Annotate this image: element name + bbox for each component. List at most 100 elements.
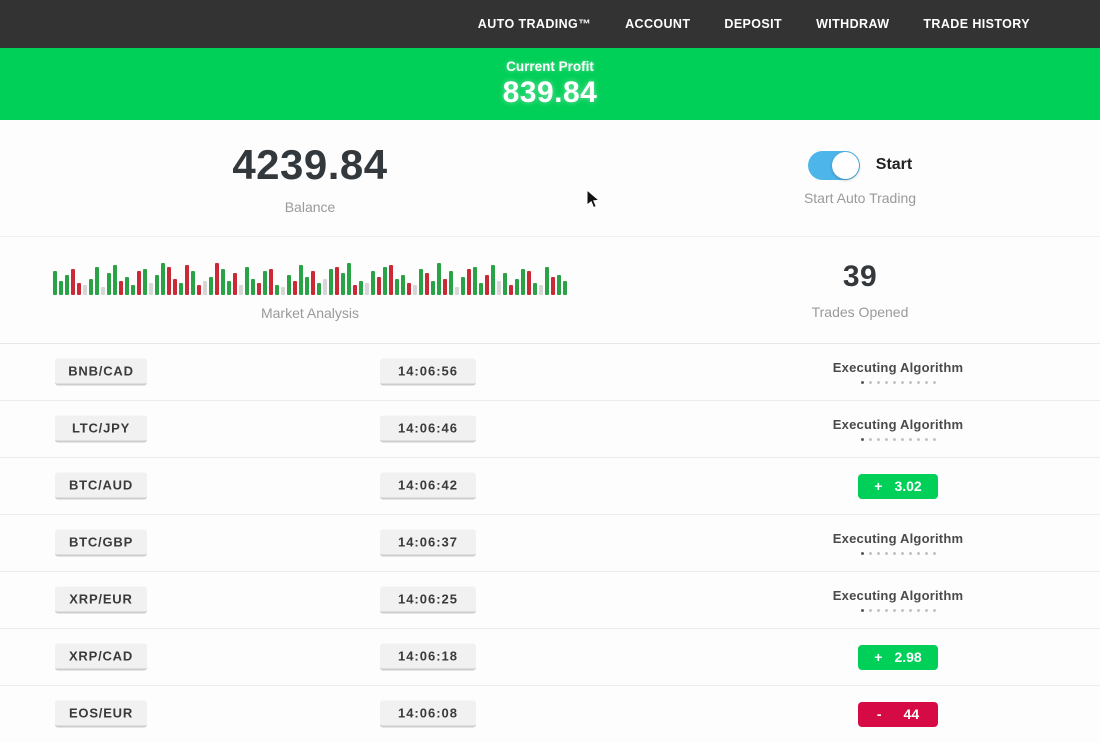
progress-dots [860,609,936,612]
market-bar [137,271,141,295]
progress-dot [900,552,904,555]
trade-status: +2.98 [788,629,1008,685]
market-bar [227,281,231,295]
trade-result-badge: - 44 [858,701,938,727]
market-bar [215,263,219,295]
trade-result-badge: +2.98 [858,644,938,670]
auto-trading-toggle-label: Start [875,156,913,173]
progress-dot [892,609,896,612]
market-bar [371,271,375,295]
market-bar [503,273,507,295]
market-analysis-chart [53,259,567,295]
trade-pair-badge: EOS/EUR [55,700,147,728]
progress-dot [868,552,872,555]
trade-status-executing: Executing Algorithm [833,360,963,384]
trade-time-badge: 14:06:42 [380,472,476,500]
trade-row: EOS/EUR 14:06:08 - 44 [0,686,1100,742]
nav-item-trade-history[interactable]: TRADE HISTORY [923,17,1030,31]
market-bar [515,279,519,295]
trade-pair-badge: BTC/AUD [55,472,147,500]
market-bar [347,263,351,295]
trade-status: +3.02 [788,458,1008,514]
executing-algorithm-text: Executing Algorithm [832,531,964,546]
trade-pair-badge: LTC/JPY [55,415,147,443]
market-bar [65,275,69,295]
auto-trading-toggle[interactable] [807,150,860,180]
progress-dot [916,609,920,612]
progress-dot [900,438,904,441]
trade-pair-badge: BTC/GBP [55,529,147,557]
market-bar [251,279,255,295]
market-bar [53,271,57,295]
market-bar [203,281,207,295]
profit-banner: Current Profit 839.84 [0,48,1100,120]
nav-items: AUTO TRADING™ ACCOUNT DEPOSIT WITHDRAW TRADE… [478,17,1030,31]
trade-row: BTC/GBP 14:06:37 Executing Algorithm [0,515,1100,572]
market-bar [173,279,177,295]
nav-item-deposit[interactable]: DEPOSIT [724,17,783,31]
trade-row: BNB/CAD 14:06:56 Executing Algorithm [0,344,1100,401]
trade-row: LTC/JPY 14:06:46 Executing Algorithm [0,401,1100,458]
progress-dot [908,381,912,384]
market-bar [509,285,513,295]
market-bar [407,283,411,295]
market-bar [521,269,525,295]
market-bar [119,281,123,295]
market-bar [323,279,327,295]
market-bar [131,285,135,295]
trade-pair-label: XRP/EUR [69,591,133,607]
trade-result-sign: + [874,478,883,494]
market-bar [497,281,501,295]
progress-dot [892,381,896,384]
market-bar [167,267,171,295]
trade-pair-label: BNB/CAD [68,363,134,379]
nav-item-withdraw[interactable]: WITHDRAW [816,17,890,31]
trade-result-value: 3.02 [894,478,922,494]
trade-row: XRP/EUR 14:06:25 Executing Algorithm [0,572,1100,629]
trade-time-label: 14:06:56 [397,363,459,379]
executing-algorithm-text: Executing Algorithm [832,417,964,432]
market-bar [113,265,117,295]
market-bar [353,285,357,295]
market-bar [491,265,495,295]
progress-dot [860,381,864,384]
progress-dot [932,552,936,555]
progress-dot [868,381,872,384]
market-bar [197,285,201,295]
market-bar [557,275,561,295]
market-bar [539,285,543,295]
nav-item-auto-trading[interactable]: AUTO TRADING™ [477,17,592,31]
progress-dot [924,381,928,384]
trade-pair-label: BTC/AUD [68,477,134,493]
market-bar [59,281,63,295]
progress-dot [932,381,936,384]
progress-dot [908,552,912,555]
trade-pair-badge: BNB/CAD [55,358,147,386]
executing-algorithm-text: Executing Algorithm [832,360,964,375]
trade-pair-badge: XRP/EUR [55,586,147,614]
trade-status-executing: Executing Algorithm [833,588,963,612]
progress-dot [924,609,928,612]
progress-dot [884,381,888,384]
top-navbar: AUTO TRADING™ ACCOUNT DEPOSIT WITHDRAW TRADE… [0,0,1100,48]
progress-dot [908,438,912,441]
market-bar [485,275,489,295]
progress-dots [860,438,936,441]
trade-time-badge: 14:06:18 [380,643,476,671]
market-bar [257,283,261,295]
market-bar [431,281,435,295]
auto-trading-stat: Start Start Auto Trading [620,120,1100,236]
market-bar [545,267,549,295]
market-bar [275,285,279,295]
market-bar [239,285,243,295]
trade-time-badge: 14:06:25 [380,586,476,614]
trade-row: BTC/AUD 14:06:42 +3.02 [0,458,1100,515]
progress-dots [860,381,936,384]
trade-status: - 44 [788,686,1008,742]
market-bar [143,269,147,295]
trade-result-value: 2.98 [894,649,922,665]
progress-dot [892,438,896,441]
market-bar [563,281,567,295]
nav-item-account[interactable]: ACCOUNT [625,17,691,31]
market-bar [527,271,531,295]
